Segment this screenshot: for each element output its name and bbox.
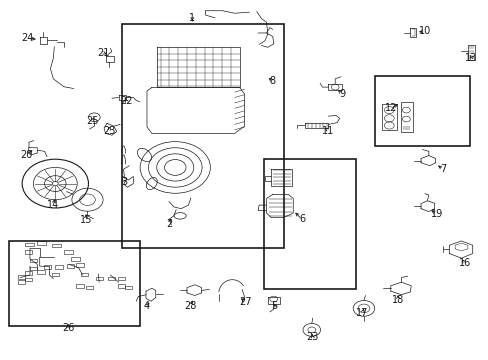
Text: 20: 20 <box>20 150 32 160</box>
Text: 28: 28 <box>184 301 197 311</box>
Text: 21: 21 <box>97 48 109 58</box>
Bar <box>18 280 25 284</box>
Text: 9: 9 <box>338 89 345 99</box>
Bar <box>66 264 74 268</box>
Text: 15: 15 <box>80 215 92 225</box>
Bar <box>118 284 125 288</box>
Text: 2: 2 <box>165 219 172 229</box>
Bar <box>125 286 132 289</box>
Text: 7: 7 <box>439 164 446 174</box>
Text: 4: 4 <box>143 301 150 311</box>
Bar <box>264 159 355 289</box>
Text: 17: 17 <box>356 309 368 318</box>
Bar <box>25 243 34 246</box>
Text: 14: 14 <box>47 200 60 210</box>
Bar <box>55 265 62 269</box>
Text: 19: 19 <box>430 209 442 219</box>
Bar <box>25 250 32 253</box>
Text: 18: 18 <box>391 295 404 305</box>
Bar <box>30 267 37 270</box>
Bar <box>374 76 469 146</box>
Text: 11: 11 <box>322 126 334 135</box>
Bar <box>81 273 88 276</box>
Bar <box>122 24 284 248</box>
Text: 16: 16 <box>458 258 470 268</box>
Bar <box>64 250 73 253</box>
Text: 8: 8 <box>269 76 275 86</box>
Text: 13: 13 <box>464 53 476 63</box>
Bar <box>37 270 44 274</box>
Bar <box>18 275 25 279</box>
Bar <box>30 259 37 262</box>
Text: 10: 10 <box>418 26 430 36</box>
Text: 1: 1 <box>189 13 195 23</box>
Bar <box>118 277 125 280</box>
Bar <box>9 241 140 326</box>
Text: 24: 24 <box>21 33 34 43</box>
Bar <box>25 278 32 281</box>
Bar <box>400 102 412 132</box>
Bar <box>467 45 474 60</box>
Text: 27: 27 <box>239 297 251 307</box>
Text: 5: 5 <box>271 301 277 311</box>
Bar <box>76 263 83 267</box>
Text: 23: 23 <box>306 332 318 342</box>
Bar <box>37 241 46 244</box>
Bar <box>381 104 396 130</box>
Bar <box>25 271 32 275</box>
Text: 12: 12 <box>384 103 396 113</box>
Bar <box>96 277 103 280</box>
Bar <box>52 273 59 276</box>
Bar <box>76 284 83 288</box>
Text: 22: 22 <box>120 96 132 106</box>
Text: 26: 26 <box>61 323 74 333</box>
Bar <box>86 286 93 289</box>
Text: 25: 25 <box>86 116 99 126</box>
Bar <box>52 244 61 247</box>
Text: 23: 23 <box>102 126 115 135</box>
Bar <box>108 277 115 280</box>
Text: 6: 6 <box>298 215 305 224</box>
Text: 3: 3 <box>121 177 127 187</box>
Bar <box>43 265 51 269</box>
Bar <box>71 257 80 261</box>
